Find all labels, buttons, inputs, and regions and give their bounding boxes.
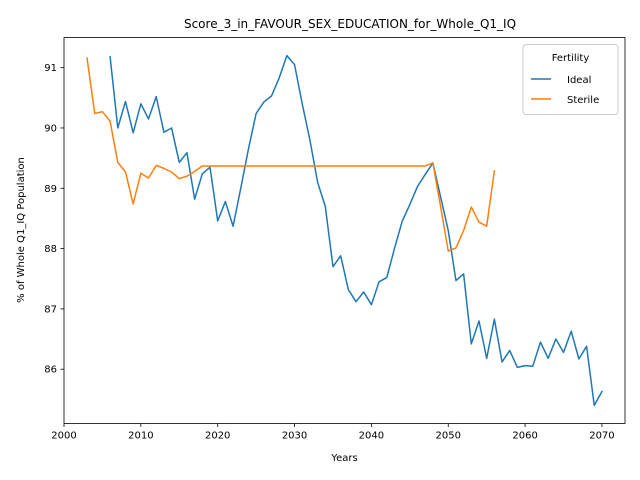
y-tick-label: 91 <box>44 63 57 74</box>
x-tick-label: 2030 <box>282 431 307 442</box>
x-tick-label: 2020 <box>205 431 230 442</box>
legend-label-sterile: Sterile <box>567 95 599 106</box>
series-line-ideal <box>109 54 603 407</box>
y-tick-label: 86 <box>44 365 57 376</box>
x-tick-label: 2040 <box>359 431 384 442</box>
series-lines <box>86 54 603 407</box>
legend-label-ideal: Ideal <box>567 75 591 86</box>
y-axis-label: % of Whole Q1_IQ Population <box>16 157 27 303</box>
y-tick-label: 88 <box>44 244 57 255</box>
x-axis-label: Years <box>330 453 357 464</box>
x-tick-label: 2000 <box>51 431 76 442</box>
series-line-sterile <box>86 57 496 252</box>
x-tick-label: 2070 <box>589 431 614 442</box>
plot-frame <box>63 37 626 424</box>
y-axis: 86 87 88 89 90 91 <box>44 63 64 376</box>
chart-title: Score_3_in_FAVOUR_SEX_EDUCATION_for_Whol… <box>184 17 516 31</box>
x-tick-label: 2050 <box>436 431 461 442</box>
y-tick-label: 90 <box>44 123 57 134</box>
x-axis: 2000 2010 2020 2030 2040 2050 2060 2070 <box>51 423 615 442</box>
y-tick-label: 89 <box>44 184 57 195</box>
legend-box <box>522 44 619 115</box>
legend-title: Fertility <box>552 53 590 64</box>
x-tick-label: 2060 <box>512 431 537 442</box>
legend: Fertility Ideal Sterile <box>522 44 619 115</box>
y-tick-label: 87 <box>44 304 57 315</box>
x-tick-label: 2010 <box>128 431 153 442</box>
